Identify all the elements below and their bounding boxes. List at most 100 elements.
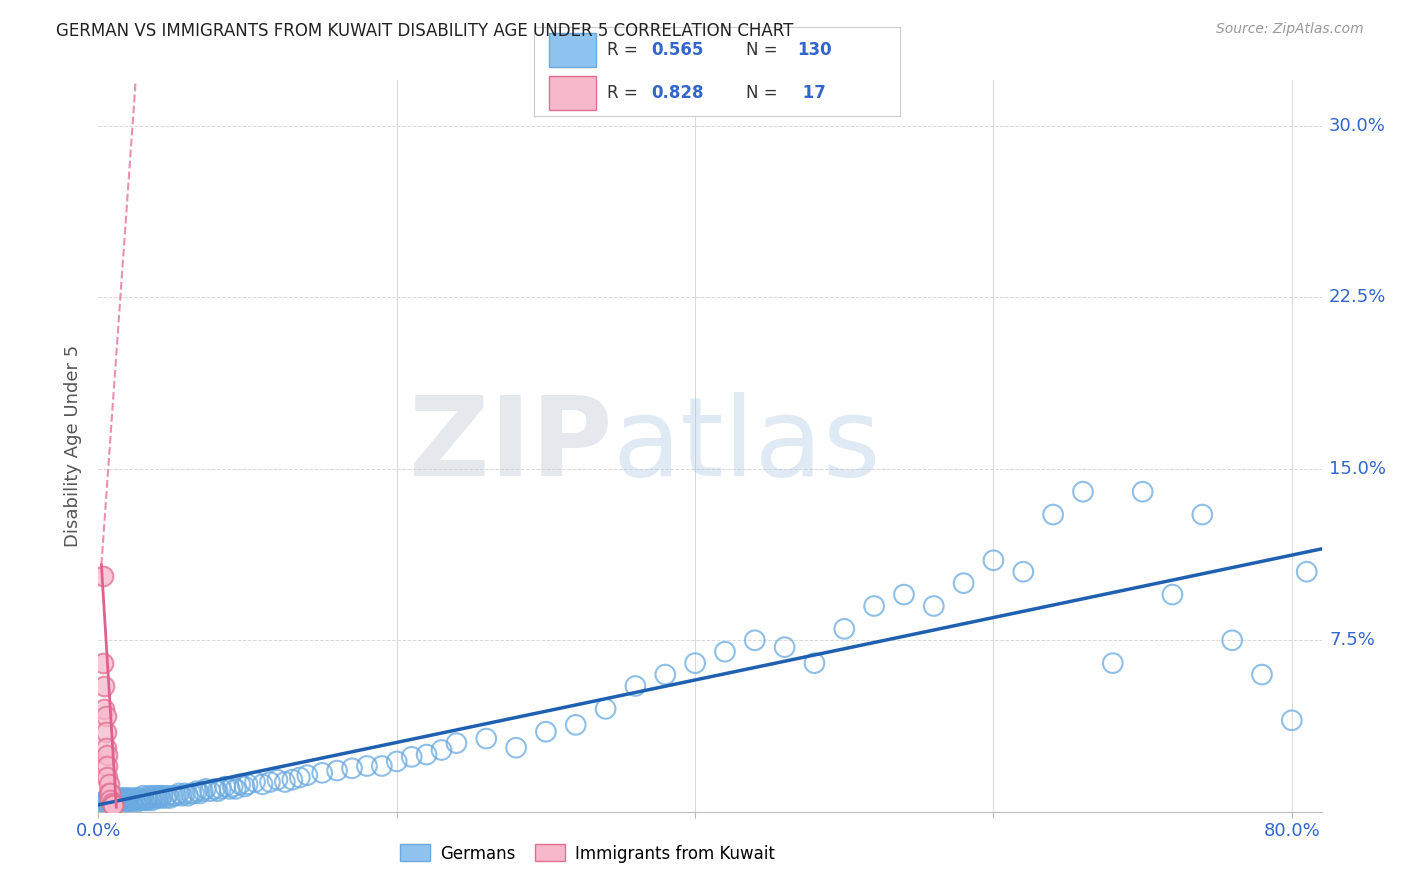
Text: 0.828: 0.828 [651,84,704,102]
Point [94,793,117,807]
Point [127,791,149,805]
Text: R =: R = [607,41,644,59]
Point [475,731,498,746]
Point [93,679,115,693]
Point [96,771,118,785]
Text: ZIP: ZIP [409,392,612,500]
Point [98,793,121,807]
Point [128,793,150,807]
Point [188,787,211,801]
Point [922,599,945,613]
Point [1101,656,1123,670]
Point [1295,565,1317,579]
Point [108,791,131,805]
Point [218,781,240,796]
Point [683,656,706,670]
Point [952,576,974,591]
Point [104,793,127,807]
Point [98,796,121,810]
Point [104,796,127,810]
Point [430,743,453,757]
Point [1161,588,1184,602]
Point [159,791,181,805]
Point [371,759,394,773]
Point [832,622,855,636]
Point [1191,508,1213,522]
Point [91,796,114,810]
Text: 30.0%: 30.0% [1329,117,1386,135]
FancyBboxPatch shape [548,76,596,110]
Point [101,796,124,810]
Text: 7.5%: 7.5% [1329,632,1375,649]
Point [141,793,163,807]
Point [225,781,247,796]
Point [714,645,737,659]
Point [103,791,125,805]
Point [111,791,134,805]
Point [162,789,184,803]
Point [138,789,160,803]
Point [135,791,157,805]
Point [94,796,117,810]
Point [243,775,266,789]
Point [170,789,193,803]
Point [214,780,236,794]
Text: GERMAN VS IMMIGRANTS FROM KUWAIT DISABILITY AGE UNDER 5 CORRELATION CHART: GERMAN VS IMMIGRANTS FROM KUWAIT DISABIL… [56,22,793,40]
Point [183,787,205,801]
Point [101,797,124,812]
Point [103,797,125,812]
Point [98,793,121,807]
Point [132,789,155,803]
Point [446,736,468,750]
Point [505,740,527,755]
Point [893,588,915,602]
Point [191,784,214,798]
Point [110,793,132,807]
Point [1071,484,1094,499]
Point [1012,565,1035,579]
Point [236,777,259,791]
Point [111,796,134,810]
Point [165,789,187,803]
Point [266,772,288,787]
Point [121,791,143,805]
Point [152,789,174,803]
Point [96,747,118,762]
Point [174,787,197,801]
Point [94,740,117,755]
Point [1220,633,1243,648]
Point [97,796,120,810]
Point [326,764,349,778]
Text: Source: ZipAtlas.com: Source: ZipAtlas.com [1216,22,1364,37]
Point [117,791,139,805]
Point [983,553,1005,567]
Text: 17: 17 [797,84,827,102]
Point [186,784,208,798]
Point [233,780,256,794]
Point [415,747,437,762]
Point [204,781,226,796]
Point [180,787,202,801]
Text: N =: N = [747,84,783,102]
Point [101,793,124,807]
Point [156,789,179,803]
Point [288,771,311,785]
Point [97,793,120,807]
Point [118,793,141,807]
Point [274,775,297,789]
Point [149,789,172,803]
Point [129,791,152,805]
Point [96,791,118,805]
Point [142,789,165,803]
Point [117,796,139,810]
Point [207,784,229,798]
Point [112,793,135,807]
Point [136,793,159,807]
Point [340,761,363,775]
Point [229,777,252,791]
Point [595,702,617,716]
Point [145,789,167,803]
Point [114,791,136,805]
Point [94,708,117,723]
Point [131,793,153,807]
